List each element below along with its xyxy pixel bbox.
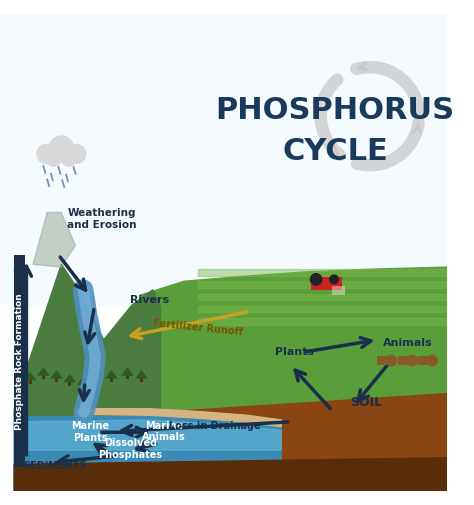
Polygon shape bbox=[140, 267, 447, 415]
Circle shape bbox=[37, 144, 55, 163]
Text: Animals: Animals bbox=[383, 338, 432, 347]
Text: CYCLE: CYCLE bbox=[282, 136, 388, 166]
Polygon shape bbox=[198, 293, 447, 300]
Polygon shape bbox=[198, 306, 447, 313]
Circle shape bbox=[49, 136, 73, 161]
Bar bbox=[29, 379, 32, 384]
Bar bbox=[332, 286, 346, 295]
Text: PHOSPHORUS: PHOSPHORUS bbox=[215, 96, 455, 125]
Bar bbox=[398, 356, 413, 365]
Polygon shape bbox=[50, 370, 63, 379]
Polygon shape bbox=[187, 393, 447, 491]
Text: SOIL: SOIL bbox=[350, 396, 382, 410]
Bar bbox=[377, 356, 392, 365]
Bar bbox=[42, 374, 45, 379]
Circle shape bbox=[310, 274, 322, 285]
Bar bbox=[68, 380, 71, 386]
Circle shape bbox=[46, 151, 61, 166]
Text: Marine
Animals: Marine Animals bbox=[142, 421, 186, 442]
Polygon shape bbox=[14, 458, 447, 491]
Text: Marine
Plants: Marine Plants bbox=[72, 422, 109, 443]
Circle shape bbox=[61, 151, 76, 166]
Polygon shape bbox=[121, 367, 134, 376]
Polygon shape bbox=[14, 420, 281, 450]
Circle shape bbox=[330, 275, 338, 284]
Polygon shape bbox=[14, 264, 160, 415]
Bar bbox=[0, 14, 447, 307]
Polygon shape bbox=[64, 374, 76, 382]
Polygon shape bbox=[105, 370, 118, 379]
Polygon shape bbox=[37, 367, 50, 376]
Bar bbox=[14, 255, 26, 467]
Circle shape bbox=[386, 356, 397, 366]
Bar bbox=[55, 377, 58, 382]
Text: Loss in Drainage: Loss in Drainage bbox=[169, 421, 261, 431]
Bar bbox=[96, 374, 99, 379]
Circle shape bbox=[67, 144, 86, 163]
Bar bbox=[82, 383, 84, 389]
Polygon shape bbox=[91, 367, 103, 376]
Text: Phosphate Rock Formation: Phosphate Rock Formation bbox=[15, 293, 24, 430]
Text: Weathering
and Erosion: Weathering and Erosion bbox=[67, 208, 137, 230]
Text: Rivers: Rivers bbox=[129, 295, 169, 305]
Polygon shape bbox=[33, 213, 75, 267]
Text: Dissolved
Phosphates: Dissolved Phosphates bbox=[98, 438, 162, 460]
Circle shape bbox=[427, 356, 438, 366]
Polygon shape bbox=[14, 409, 281, 491]
Text: SEDIMENTS: SEDIMENTS bbox=[23, 461, 86, 471]
Polygon shape bbox=[198, 281, 447, 288]
Polygon shape bbox=[198, 269, 447, 276]
Text: Fertilizer Runoff: Fertilizer Runoff bbox=[153, 318, 244, 337]
Text: Plants: Plants bbox=[275, 347, 314, 357]
Bar bbox=[126, 374, 129, 379]
Bar bbox=[140, 377, 143, 382]
Polygon shape bbox=[135, 370, 148, 379]
Bar bbox=[418, 356, 433, 365]
Polygon shape bbox=[77, 409, 281, 427]
Polygon shape bbox=[77, 377, 90, 385]
Circle shape bbox=[407, 356, 418, 366]
Bar bbox=[110, 377, 113, 382]
Polygon shape bbox=[24, 372, 36, 380]
Polygon shape bbox=[198, 318, 447, 325]
Bar bbox=[311, 277, 342, 290]
